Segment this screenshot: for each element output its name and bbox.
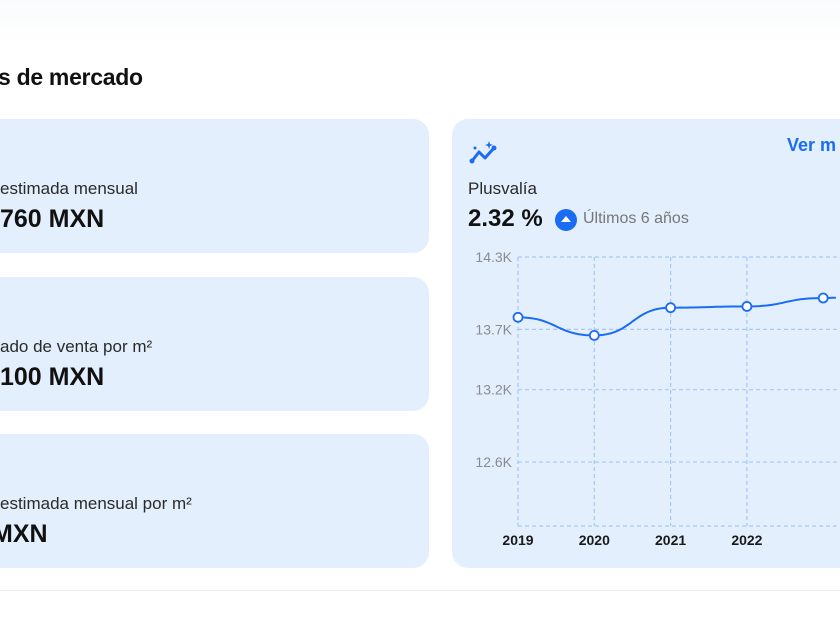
data-point xyxy=(665,302,677,314)
data-point xyxy=(512,311,524,323)
top-bar xyxy=(0,0,840,46)
stat-label: estimada mensual xyxy=(0,179,138,198)
stat-label: estimada mensual por m² xyxy=(0,494,192,513)
stat-card-rent: estimada mensual 760 MXN xyxy=(0,119,429,253)
y-tick-label: 13.2K xyxy=(475,382,512,398)
y-tick-label: 14.3K xyxy=(475,249,512,265)
data-point xyxy=(741,301,753,312)
x-tick-label: 2019 xyxy=(502,532,533,548)
stat-card-sale-per-m2: ado de venta por m² 100 MXN xyxy=(0,277,429,411)
y-tick-label: 12.6K xyxy=(475,454,512,470)
divider xyxy=(0,590,840,591)
stat-card-rent-per-m2: estimada mensual por m² MXN xyxy=(0,434,429,568)
stat-label: ado de venta por m² xyxy=(0,337,153,356)
x-tick-label: 2022 xyxy=(731,532,762,548)
y-tick-label: 13.7K xyxy=(475,321,512,337)
stat-value: MXN xyxy=(0,520,48,548)
x-tick-label: 2021 xyxy=(655,532,686,548)
data-point xyxy=(588,330,600,341)
x-tick-label: 2020 xyxy=(579,532,610,548)
stat-value: 100 MXN xyxy=(0,363,105,391)
plusvalia-value: 2.32 % xyxy=(468,205,543,232)
plusvalia-chart: 14.3K 13.7K 13.2K 12.6K 2019 2020 2021 2022 xyxy=(475,249,839,548)
trend-sparkle-icon xyxy=(469,141,497,164)
plusvalia-period: Últimos 6 años xyxy=(583,210,689,227)
plusvalia-label: Plusvalía xyxy=(468,179,537,198)
see-more-link[interactable]: Ver m xyxy=(786,135,836,155)
section-title: s de mercado xyxy=(0,64,143,90)
stat-value: 760 MXN xyxy=(0,205,105,233)
data-point xyxy=(817,292,829,304)
series-line xyxy=(517,296,836,337)
trend-up-icon xyxy=(555,209,577,231)
plusvalia-card: Ver m Plusvalía 2.32 % Últimos 6 años 14… xyxy=(452,119,840,568)
